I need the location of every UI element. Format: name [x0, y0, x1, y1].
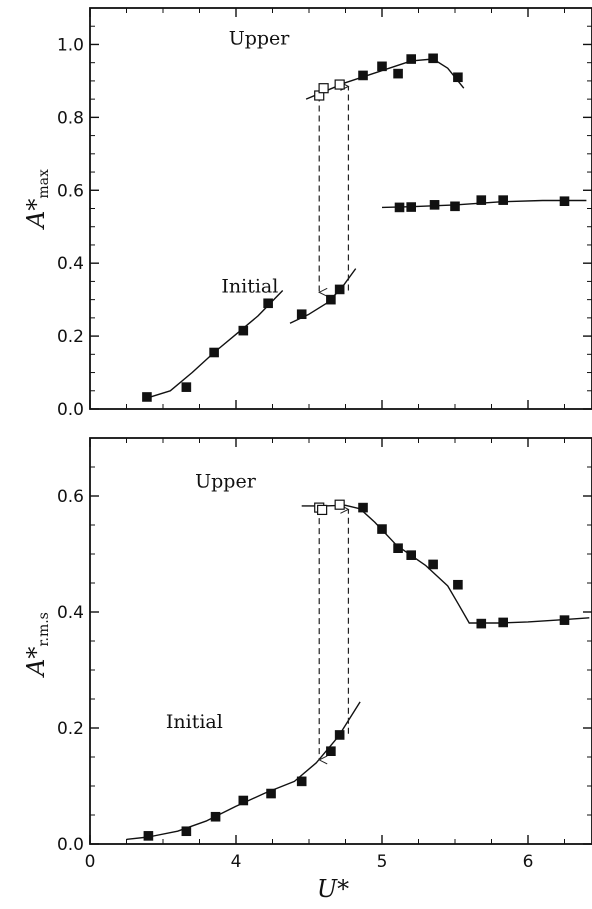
data-points	[142, 53, 570, 402]
fit-curve	[305, 58, 465, 100]
filled-square-point	[377, 524, 387, 534]
x-tick-label: 5	[377, 852, 388, 872]
filled-square-point	[358, 502, 368, 513]
y-tick-label: 1.0	[57, 35, 84, 55]
filled-square-point	[393, 543, 403, 554]
y-axis-label-amax: A*max	[22, 169, 52, 230]
fit-curve	[469, 617, 590, 624]
lower-plot-arms: 0.0 0.2 0.4 0.6 0 4 5 6 Upper Initial A*r.m.s U…	[22, 437, 592, 903]
filled-square-point	[476, 195, 487, 205]
y-tick-label: 0.6	[57, 487, 84, 507]
annotation-initial: Initial	[221, 275, 278, 297]
filled-square-point	[238, 325, 249, 336]
filled-square-point	[406, 54, 417, 64]
filled-square-point	[142, 392, 152, 402]
y-tick-label: 0.4	[57, 603, 84, 623]
filled-square-point	[296, 776, 307, 787]
filled-square-point	[450, 201, 460, 212]
annotations: Upper Initial	[166, 470, 257, 733]
filled-square-point	[498, 195, 508, 205]
filled-square-point	[263, 298, 273, 309]
filled-square-point	[394, 202, 405, 213]
x-tick-label: 6	[523, 852, 534, 872]
open-square-point	[334, 499, 345, 510]
filled-square-point	[453, 72, 463, 83]
x-axis-label: U*	[317, 875, 349, 903]
y-axis-ticks: 0.0 0.2 0.4 0.6	[57, 437, 592, 855]
filled-square-point	[393, 68, 403, 79]
open-square-point	[334, 79, 345, 90]
filled-square-point	[181, 826, 192, 837]
y-tick-label: 0.8	[57, 108, 84, 128]
annotation-upper: Upper	[229, 27, 291, 49]
filled-square-point	[210, 811, 221, 822]
filled-square-point	[476, 618, 487, 629]
filled-square-point	[238, 795, 249, 806]
filled-square-point	[143, 831, 154, 841]
filled-square-point	[406, 550, 417, 560]
plot-frame	[89, 7, 592, 410]
filled-square-point	[326, 746, 336, 757]
open-square-point	[318, 83, 329, 94]
y-tick-label: 0.0	[57, 400, 84, 420]
filled-square-point	[406, 202, 417, 212]
fit-curve	[146, 290, 284, 399]
data-points	[143, 499, 570, 841]
x-tick-label: 4	[231, 852, 242, 872]
x-axis-ticks: 0 4 5 6	[85, 438, 565, 872]
filled-square-point	[429, 200, 440, 210]
annotation-upper: Upper	[195, 470, 257, 492]
hysteresis-arrows	[319, 508, 348, 760]
filled-square-point	[428, 53, 438, 64]
y-tick-label: 0.2	[57, 719, 84, 739]
filled-square-point	[296, 309, 307, 320]
y-axis-ticks: 0.0 0.2 0.4 0.6 0.8 1.0	[57, 7, 592, 420]
x-tick-label: 0	[85, 852, 96, 872]
fit-curves	[146, 58, 587, 399]
filled-square-point	[209, 347, 219, 358]
fit-curve	[301, 504, 471, 624]
plot-frame	[89, 437, 592, 845]
filled-square-point	[559, 196, 570, 207]
hysteresis-arrows	[319, 86, 348, 292]
filled-square-point	[498, 617, 508, 628]
y-tick-label: 0.4	[57, 254, 84, 274]
filled-square-point	[334, 284, 345, 295]
fit-curves	[126, 504, 590, 841]
y-tick-label: 0.0	[57, 835, 84, 855]
open-square-point	[317, 504, 328, 516]
filled-square-point	[559, 615, 570, 625]
filled-square-point	[358, 70, 368, 81]
filled-square-point	[266, 788, 276, 799]
y-tick-label: 0.6	[57, 181, 84, 201]
filled-square-point	[181, 382, 192, 392]
y-tick-label: 0.2	[57, 327, 84, 347]
fit-curve	[126, 701, 361, 841]
y-axis-label-arms: A*r.m.s	[22, 612, 52, 678]
filled-square-point	[377, 61, 387, 72]
filled-square-point	[453, 579, 463, 590]
filled-square-point	[428, 559, 438, 570]
filled-square-point	[334, 730, 345, 740]
annotations: Upper Initial	[221, 27, 290, 297]
filled-square-point	[326, 294, 336, 305]
annotation-initial: Initial	[166, 711, 223, 733]
upper-plot-amax: 0.0 0.2 0.4 0.6 0.8 1.0 Upper Initial A*max	[22, 7, 592, 420]
